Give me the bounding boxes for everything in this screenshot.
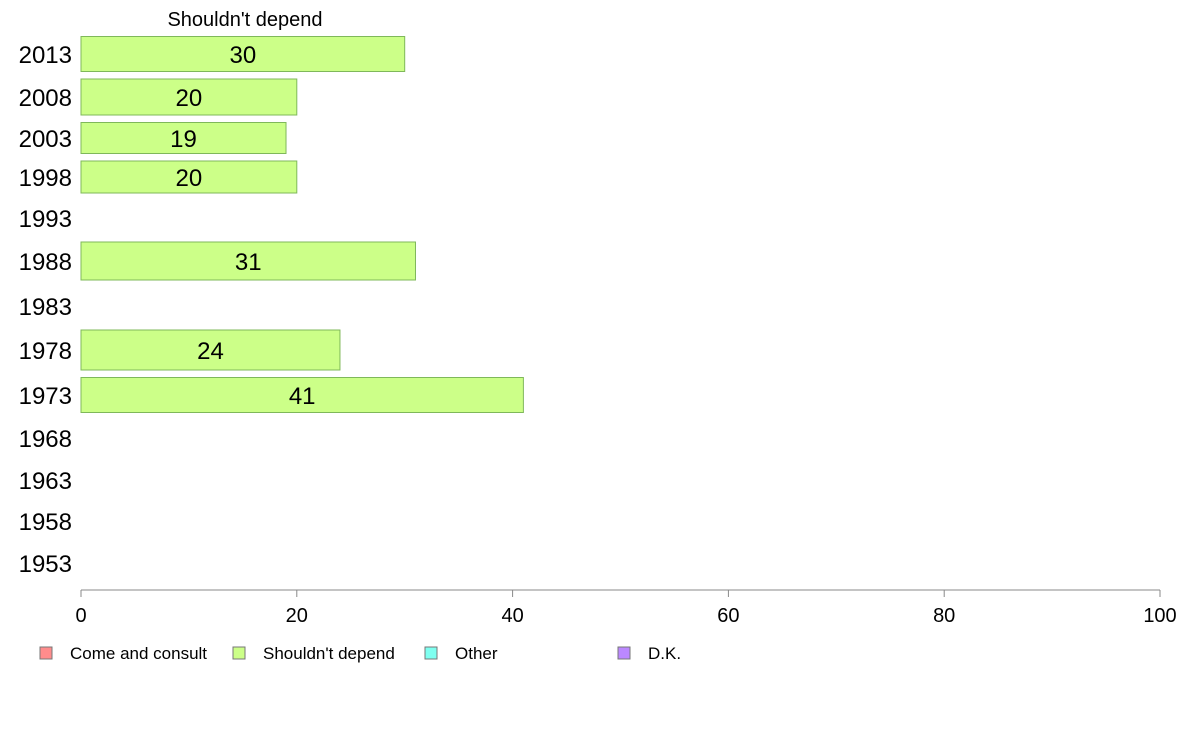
y-tick-label-1988: 1988 <box>19 249 72 276</box>
bars-group <box>80 36 524 413</box>
x-tick-label-100: 100 <box>1143 605 1176 627</box>
bar-labels-group: 30 20 19 20 31 24 41 <box>170 42 315 410</box>
y-tick-label-2008: 2008 <box>19 85 72 112</box>
x-tick-label-0: 0 <box>75 605 86 627</box>
y-tick-label-1993: 1993 <box>19 206 72 233</box>
y-tick-label-1983: 1983 <box>19 294 72 321</box>
legend-label-2: Other <box>455 644 498 663</box>
y-tick-label-1973: 1973 <box>19 383 72 410</box>
legend-swatch-0 <box>39 646 53 660</box>
y-tick-label-2013: 2013 <box>19 42 72 69</box>
legend-swatch-2 <box>424 646 438 660</box>
x-tick-label-80: 80 <box>933 605 955 627</box>
bar-1998 <box>80 160 298 194</box>
legend-swatch-1 <box>232 646 246 660</box>
legend: Come and consult Shouldn't depend Other D.K… <box>39 644 681 663</box>
bar-2003 <box>80 122 287 154</box>
x-tick-label-60: 60 <box>717 605 739 627</box>
y-tick-label-1998: 1998 <box>19 165 72 192</box>
bar-value-label-2013: 30 <box>229 42 256 69</box>
y-tick-label-1978: 1978 <box>19 338 72 365</box>
bar-value-label-1988: 31 <box>235 249 262 276</box>
y-tick-label-1953: 1953 <box>19 551 72 578</box>
panel-title: Shouldn't depend <box>167 9 322 31</box>
bar-1988 <box>80 241 416 281</box>
y-tick-label-1958: 1958 <box>19 509 72 536</box>
y-tick-label-1968: 1968 <box>19 426 72 453</box>
bar-1973 <box>80 377 524 413</box>
legend-label-3: D.K. <box>648 644 681 663</box>
x-tick-label-40: 40 <box>501 605 523 627</box>
bar-value-label-1978: 24 <box>197 338 224 365</box>
bar-value-label-1998: 20 <box>176 165 203 192</box>
legend-swatch-3 <box>617 646 631 660</box>
y-axis: 2013 2008 2003 1998 1993 1988 1983 1978 1973 1968… <box>19 42 72 578</box>
x-tick-label-20: 20 <box>286 605 308 627</box>
bar-value-label-2003: 19 <box>170 126 197 153</box>
bar-2008 <box>80 78 298 116</box>
legend-label-1: Shouldn't depend <box>263 644 395 663</box>
bar-1978 <box>80 329 341 371</box>
bar-2013 <box>80 36 406 72</box>
y-tick-label-1963: 1963 <box>19 468 72 495</box>
legend-label-0: Come and consult <box>70 644 207 663</box>
bar-value-label-1973: 41 <box>289 383 316 410</box>
y-tick-label-2003: 2003 <box>19 126 72 153</box>
x-axis: 0 20 40 60 80 100 <box>75 589 1177 627</box>
bar-value-label-2008: 20 <box>176 85 203 112</box>
